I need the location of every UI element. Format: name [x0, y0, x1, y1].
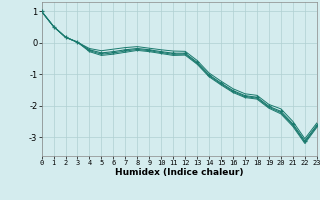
- X-axis label: Humidex (Indice chaleur): Humidex (Indice chaleur): [115, 168, 244, 177]
